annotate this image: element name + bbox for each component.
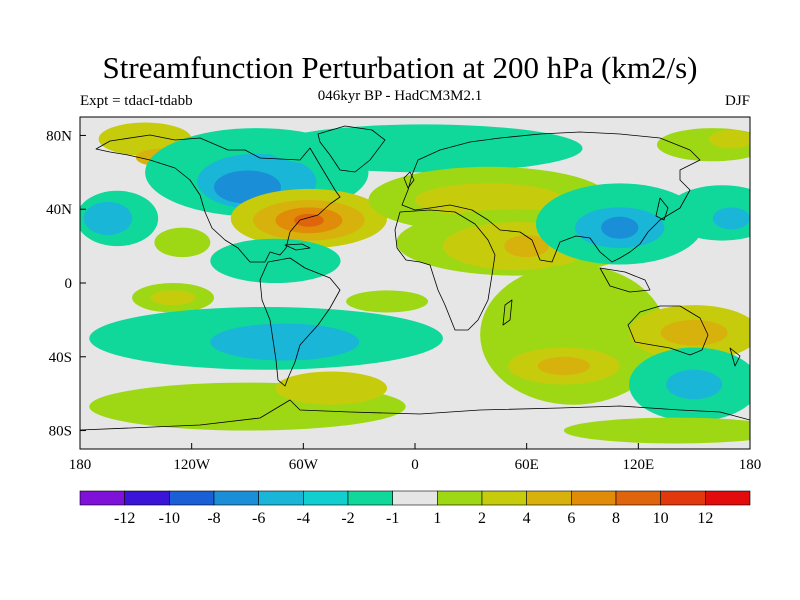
coastlines xyxy=(80,125,750,431)
colorbar-label: 4 xyxy=(523,510,531,527)
coast-africa xyxy=(394,209,496,331)
coast-british-isles xyxy=(403,171,415,189)
colorbar-label: 12 xyxy=(697,510,713,527)
colorbar-label: -6 xyxy=(252,510,265,527)
colorbar-label: 2 xyxy=(478,510,486,527)
colorbar-swatch xyxy=(392,490,438,506)
anomaly-contour xyxy=(210,323,360,361)
colorbar-swatch xyxy=(347,490,393,506)
anomaly-contour xyxy=(537,356,590,376)
experiment-label: Expt = tdacI-tdabb xyxy=(80,93,193,109)
anomaly-contour xyxy=(346,290,429,313)
anomaly-contour xyxy=(150,290,196,306)
colorbar-swatch xyxy=(303,490,349,506)
coast-indonesia xyxy=(599,267,651,293)
colorbar-swatch xyxy=(79,490,125,506)
anomaly-contour xyxy=(294,213,324,227)
colorbar-swatch xyxy=(213,490,259,506)
anomaly-contour xyxy=(154,227,211,258)
coast-new-zealand xyxy=(729,347,741,367)
colorbar-swatch xyxy=(437,490,483,506)
colorbar-label: -4 xyxy=(297,510,310,527)
colorbar-swatch xyxy=(481,490,527,506)
anomaly-contour xyxy=(656,128,750,162)
y-tick-label: 0 xyxy=(65,276,73,292)
x-tick-label: 120W xyxy=(173,457,211,473)
anomaly-contour xyxy=(601,216,639,239)
coast-antarctica xyxy=(80,399,750,431)
anomaly-contour xyxy=(275,371,388,405)
streamfunction-field xyxy=(80,122,750,444)
anomaly-contour xyxy=(660,319,728,346)
coast-madagascar xyxy=(502,299,513,326)
colorbar-swatch xyxy=(124,490,170,506)
colorbar-label: -2 xyxy=(341,510,354,527)
colorbar-swatch xyxy=(169,490,215,506)
x-tick-label: 180 xyxy=(739,457,762,473)
x-tick-label: 0 xyxy=(411,457,419,473)
y-tick-label: 40S xyxy=(49,350,72,366)
coast-north-america xyxy=(95,134,341,263)
colorbar: -12 -10 -8 -6 -4 -2 -1 1 2 4 6 8 10 12 xyxy=(79,490,751,527)
coast-australia xyxy=(627,305,709,356)
x-tick-label: 60E xyxy=(515,457,539,473)
x-tick-label: 60W xyxy=(289,457,319,473)
colorbar-label: 6 xyxy=(567,510,575,527)
anomaly-contour xyxy=(504,235,549,258)
anomaly-contour xyxy=(83,201,133,236)
y-tick-label: 40N xyxy=(46,202,72,218)
coast-greenland xyxy=(317,125,386,173)
colorbar-label: -10 xyxy=(159,510,180,527)
anomaly-contour xyxy=(712,207,750,230)
coast-caribbean xyxy=(284,243,311,251)
anomaly-contour xyxy=(563,417,750,444)
colorbar-label: -12 xyxy=(114,510,135,527)
season-label: DJF xyxy=(724,93,750,109)
y-tick-label: 80S xyxy=(49,424,72,440)
x-tick-label: 120E xyxy=(622,457,654,473)
y-tick-label: 80N xyxy=(46,128,72,144)
anomaly-contour xyxy=(415,183,564,217)
colorbar-label: 10 xyxy=(653,510,669,527)
colorbar-label: 8 xyxy=(612,510,620,527)
colorbar-swatch xyxy=(526,490,572,506)
colorbar-swatch xyxy=(615,490,661,506)
map-axes: 180 120W 60W 0 60E 120E 180 80N 40N 0 40S 80S xyxy=(46,128,761,473)
anomaly-contour xyxy=(709,129,750,149)
anomaly-contour xyxy=(666,369,723,400)
colorbar-label: -8 xyxy=(207,510,220,527)
anomaly-contour xyxy=(266,124,583,173)
colorbar-label: -1 xyxy=(386,510,399,527)
coast-eurasia xyxy=(401,131,701,263)
plot-title: Streamfunction Perturbation at 200 hPa (… xyxy=(102,50,698,85)
colorbar-swatch xyxy=(660,490,706,506)
colorbar-label: 1 xyxy=(433,510,441,527)
colorbar-swatch xyxy=(571,490,617,506)
colorbar-swatch xyxy=(258,490,304,506)
coast-south-america xyxy=(259,257,341,387)
colorbar-swatch xyxy=(705,490,751,506)
x-tick-label: 180 xyxy=(69,457,92,473)
plot-subtitle: 046kyr BP - HadCM3M2.1 xyxy=(317,88,483,104)
coast-japan xyxy=(655,197,669,221)
